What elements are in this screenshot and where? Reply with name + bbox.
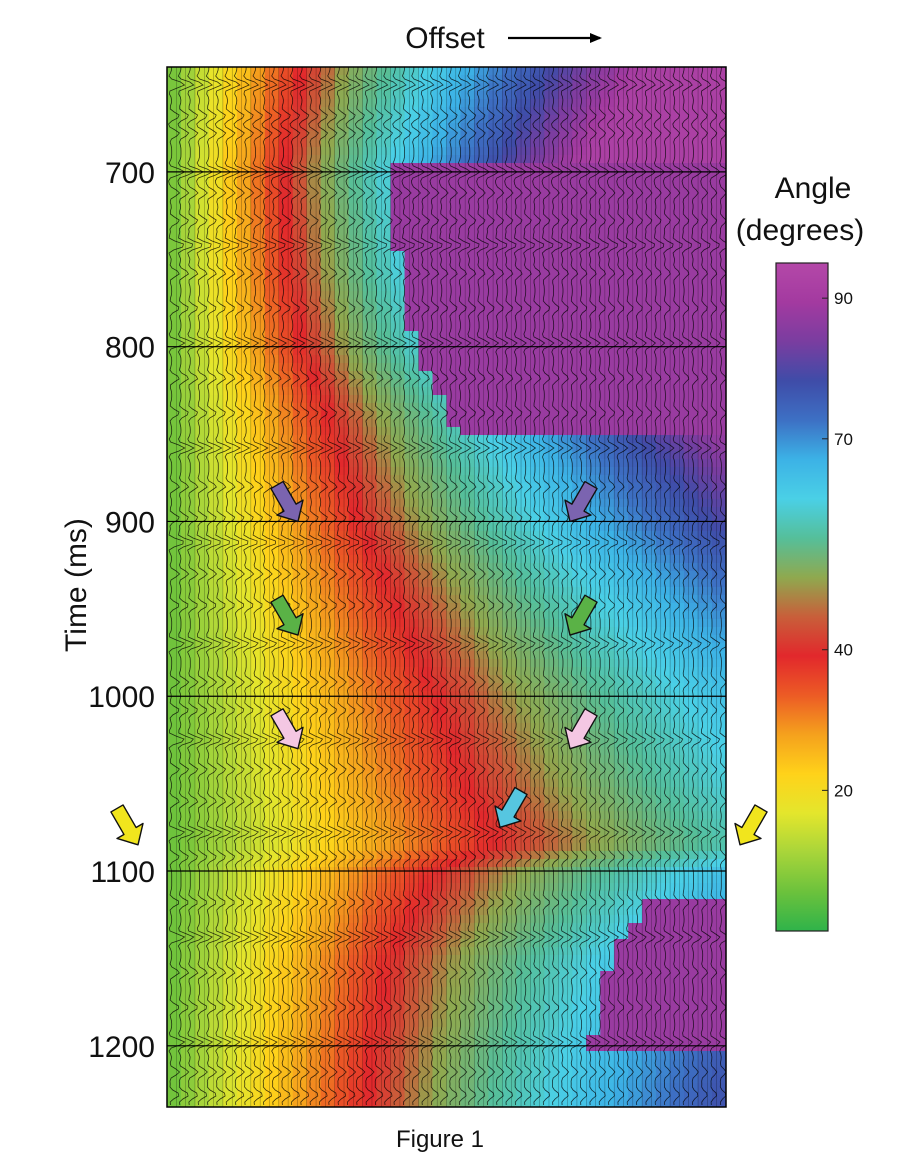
green-arrow xyxy=(270,594,304,636)
wiggle-trace xyxy=(336,67,352,1106)
wiggle-trace xyxy=(242,67,260,1106)
wiggle-trace xyxy=(719,67,726,1106)
wiggle-trace xyxy=(560,67,573,1106)
wiggle-trace xyxy=(224,67,241,1106)
wiggle-trace xyxy=(616,67,629,1106)
wiggle-trace xyxy=(476,67,491,1106)
wiggle-trace xyxy=(634,67,647,1106)
wiggle-trace xyxy=(233,67,251,1106)
y-tick-label: 1100 xyxy=(90,856,155,889)
wiggle-trace xyxy=(308,67,324,1106)
wiggle-trace xyxy=(644,67,657,1106)
wiggle-trace xyxy=(691,67,703,1106)
wiggle-trace xyxy=(448,67,463,1106)
wiggle-trace xyxy=(345,67,361,1106)
wiggle-trace xyxy=(522,67,537,1106)
wiggle-trace xyxy=(280,67,297,1106)
annotation-arrows xyxy=(110,480,768,846)
wiggle-trace xyxy=(196,67,214,1106)
pink-arrow xyxy=(270,708,304,750)
wiggle-trace xyxy=(168,67,186,1106)
wiggle-trace xyxy=(700,67,712,1106)
angle-heatmap xyxy=(167,67,726,1107)
wiggle-trace xyxy=(429,67,444,1106)
wiggle-trace xyxy=(663,67,675,1106)
wiggle-trace xyxy=(373,67,389,1106)
wiggle-trace xyxy=(541,67,555,1106)
wiggle-trace xyxy=(205,67,223,1106)
wiggle-trace xyxy=(364,67,380,1106)
plot-frame xyxy=(166,66,727,1108)
wiggle-trace xyxy=(550,67,564,1106)
wiggle-trace xyxy=(289,67,306,1106)
wiggle-trace xyxy=(317,67,334,1106)
colorbar xyxy=(775,262,829,932)
wiggle-trace xyxy=(504,67,518,1106)
wiggle-trace xyxy=(252,67,269,1106)
y-tick-labels: 700 800 900 1000 1100 1200 xyxy=(88,157,155,1064)
grid-lines xyxy=(167,67,726,1107)
colorbar-title-line2: (degrees) xyxy=(736,214,864,247)
purple-arrow xyxy=(564,480,598,523)
y-tick-label: 1200 xyxy=(88,1031,155,1064)
wiggle-trace xyxy=(569,67,583,1106)
wiggle-trace xyxy=(709,67,721,1106)
wiggle-trace xyxy=(392,67,407,1106)
colorbar-tick-label: 90 xyxy=(834,289,853,308)
wiggle-trace xyxy=(410,67,426,1106)
wiggle-trace xyxy=(420,67,435,1106)
y-tick-label: 700 xyxy=(105,157,155,190)
wiggle-trace xyxy=(354,67,371,1106)
figure-caption: Figure 1 xyxy=(396,1126,484,1153)
wiggle-trace xyxy=(457,67,472,1106)
wiggle-trace xyxy=(672,67,684,1106)
green-arrow xyxy=(564,594,598,636)
colorbar-tick-label: 70 xyxy=(834,430,853,449)
wiggle-trace xyxy=(186,67,205,1106)
yellow-arrow xyxy=(110,804,144,846)
y-tick-label: 1000 xyxy=(88,681,155,714)
wiggle-trace xyxy=(485,67,500,1106)
wiggle-trace xyxy=(494,67,509,1106)
colorbar-tick-label: 20 xyxy=(834,781,853,800)
purple-arrow xyxy=(270,480,304,523)
wiggle-trace xyxy=(326,67,343,1106)
wiggle-trace xyxy=(588,67,601,1106)
wiggle-trace xyxy=(382,67,398,1106)
wiggle-trace xyxy=(401,67,417,1106)
wiggle-trace xyxy=(177,67,195,1106)
colorbar-tick-label: 40 xyxy=(834,641,853,660)
yellow-arrow xyxy=(734,804,768,846)
wiggle-trace xyxy=(298,67,315,1106)
colorbar-title-line1: Angle xyxy=(775,172,852,205)
colorbar-tick-labels: 20 40 70 90 xyxy=(822,289,853,800)
cyan-arrow xyxy=(494,786,528,829)
wiggle-trace xyxy=(438,67,454,1106)
wiggle-trace xyxy=(466,67,481,1106)
wiggle-trace xyxy=(597,67,610,1106)
wiggle-trace xyxy=(653,67,666,1106)
wiggle-trace xyxy=(513,67,527,1106)
wiggle-traces xyxy=(168,67,726,1106)
y-tick-label: 900 xyxy=(105,506,155,539)
wiggle-trace xyxy=(532,67,546,1106)
wiggle-trace xyxy=(578,67,592,1106)
wiggle-trace xyxy=(681,67,693,1106)
y-axis-label: Time (ms) xyxy=(60,518,93,652)
wiggle-trace xyxy=(270,67,288,1106)
plot-panel xyxy=(166,66,727,1108)
pink-arrow xyxy=(564,708,598,750)
wiggle-trace xyxy=(261,67,278,1106)
wiggle-trace xyxy=(606,67,620,1106)
wiggle-trace xyxy=(214,67,232,1106)
x-axis-label: Offset xyxy=(405,22,485,55)
wiggle-trace xyxy=(625,67,638,1106)
y-tick-label: 800 xyxy=(105,332,155,365)
